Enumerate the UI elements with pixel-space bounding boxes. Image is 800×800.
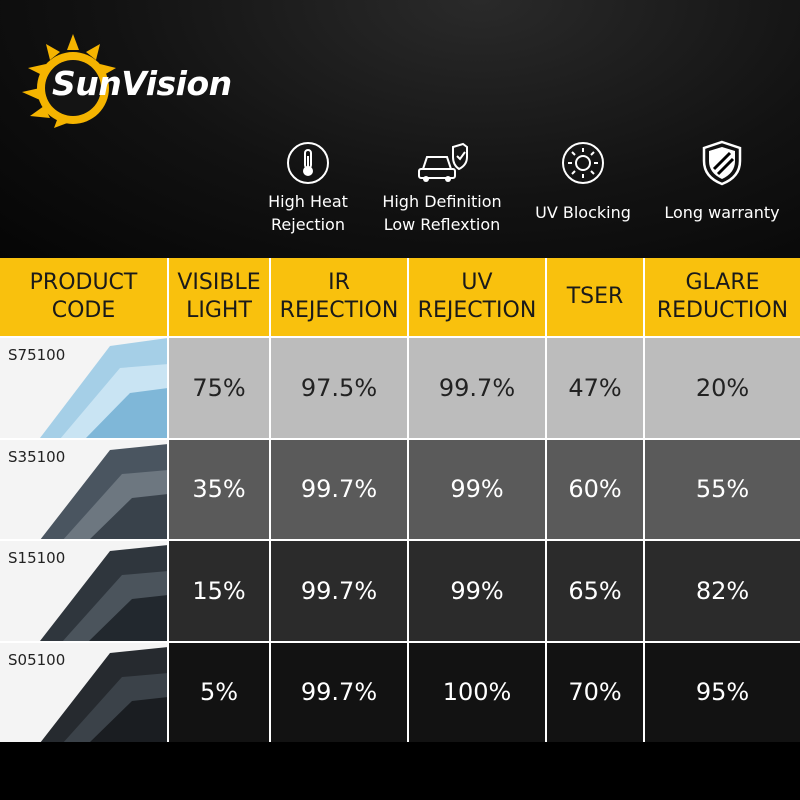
film-sample-image (40, 338, 166, 439)
product-code: S15100 (8, 549, 66, 567)
uv-rejection-cell: 99.7% (408, 336, 547, 439)
product-cell: S05100 (0, 640, 169, 742)
film-sample-image (40, 646, 166, 742)
tser-cell: 47% (546, 336, 645, 439)
header-ir-rejection: IR REJECTION (270, 258, 409, 337)
ir-rejection-cell: 99.7% (270, 539, 409, 642)
car-shield-icon (418, 142, 468, 182)
visible-light-cell: 5% (168, 640, 271, 742)
uv-rejection-cell: 100% (408, 640, 547, 742)
product-cell: S35100 (0, 437, 169, 540)
product-code: S75100 (8, 346, 66, 364)
table-row: S15100 15% 99.7% 99% 65% 82% (0, 539, 800, 642)
feature-long-warranty: Long warranty (654, 138, 790, 224)
header-visible-light: VISIBLE LIGHT (168, 258, 271, 337)
visible-light-cell: 75% (168, 336, 271, 439)
visible-light-cell: 15% (168, 539, 271, 642)
header-glare-reduction: GLARE REDUCTION (644, 258, 800, 337)
product-cell: S15100 (0, 539, 169, 642)
glare-reduction-cell: 95% (644, 640, 800, 742)
brand-name: SunVision (52, 64, 232, 103)
film-sample-image (40, 443, 166, 540)
table-row: S75100 75% 97.5% 99.7% 47% 20% (0, 336, 800, 439)
table-row: S35100 35% 99.7% 99% 60% 55% (0, 437, 800, 540)
ir-rejection-cell: 99.7% (270, 437, 409, 540)
product-code: S05100 (8, 650, 66, 669)
feature-label: High Definition (382, 192, 502, 211)
shield-icon (702, 140, 742, 186)
product-cell: S75100 (0, 336, 169, 439)
tser-cell: 60% (546, 437, 645, 540)
brand-logo: SunVision (18, 30, 248, 130)
uv-rejection-cell: 99% (408, 539, 547, 642)
glare-reduction-cell: 55% (644, 437, 800, 540)
feature-heat-rejection: High Heat Rejection (262, 138, 354, 236)
feature-label: Rejection (271, 215, 345, 234)
product-code: S35100 (8, 447, 66, 466)
ir-rejection-cell: 97.5% (270, 336, 409, 439)
thermometer-icon (287, 142, 329, 184)
sun-icon (562, 142, 604, 184)
feature-uv-blocking: UV Blocking (526, 138, 640, 224)
glare-reduction-cell: 20% (644, 336, 800, 439)
header-tser: TSER (546, 258, 645, 337)
feature-label: High Heat (268, 192, 348, 211)
header-uv-rejection: UV REJECTION (408, 258, 547, 337)
table-header-row: PRODUCT CODE VISIBLE LIGHT IR REJECTION UV R… (0, 258, 800, 337)
footer-bar (0, 742, 800, 800)
table-row: S05100 5% 99.7% 100% 70% 95% (0, 640, 800, 742)
tser-cell: 70% (546, 640, 645, 742)
film-sample-image (40, 545, 166, 642)
feature-label: UV Blocking (535, 203, 631, 222)
visible-light-cell: 35% (168, 437, 271, 540)
header-product-code: PRODUCT CODE (0, 258, 169, 337)
sun-logo-icon (22, 34, 116, 128)
header-banner: SunVision High Heat Rejection High D (0, 0, 800, 258)
ir-rejection-cell: 99.7% (270, 640, 409, 742)
spec-table: PRODUCT CODE VISIBLE LIGHT IR REJECTION UV R… (0, 258, 800, 742)
feature-high-definition: High Definition Low Reflextion (370, 138, 514, 236)
tser-cell: 65% (546, 539, 645, 642)
glare-reduction-cell: 82% (644, 539, 800, 642)
uv-rejection-cell: 99% (408, 437, 547, 540)
feature-label: Low Reflextion (383, 215, 501, 234)
feature-label: Long warranty (664, 203, 780, 222)
